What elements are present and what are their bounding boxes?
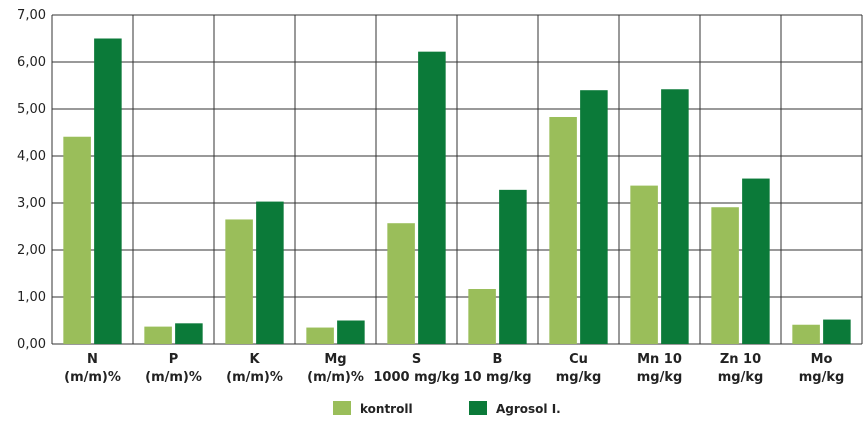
x-category-unit-label: (m/m)% [226,370,283,385]
y-tick-label: 1,00 [17,290,46,305]
x-category-label: Mn 10 [637,352,682,367]
x-category-label: Cu [569,352,588,367]
bar-agrosol [94,38,122,344]
bar-kontroll [792,324,820,344]
x-category-unit-label: mg/kg [799,370,845,385]
y-tick-label: 2,00 [17,243,46,258]
bar-agrosol [742,178,770,344]
bar-agrosol [661,89,689,344]
bar-agrosol [499,189,527,344]
x-category-label: S [412,352,421,367]
bar-agrosol [418,51,446,344]
y-tick-label: 3,00 [17,196,46,211]
x-category-label: Mg [324,352,346,367]
y-tick-label: 5,00 [17,102,46,117]
bar-kontroll [306,327,334,344]
x-category-label: P [169,352,179,367]
legend-swatch [469,401,487,415]
bar-kontroll [387,223,415,344]
bar-kontroll [225,219,253,344]
bar-kontroll [63,136,91,344]
bar-kontroll [711,207,739,344]
x-category-label: N [87,352,98,367]
bar-agrosol [823,319,851,344]
grid-layer [51,14,863,345]
bar-kontroll [630,185,658,344]
bar-kontroll [144,326,172,344]
bar-agrosol [580,90,608,344]
x-category-label: Mo [811,352,833,367]
axis-layer: 0,00 1,00 2,00 3,00 4,00 5,00 6,00 7,00 N (m/m)% P… [17,8,844,385]
x-category-unit-label: mg/kg [637,370,683,385]
y-tick-label: 6,00 [17,55,46,70]
x-category-unit-label: mg/kg [556,370,602,385]
bars-layer [63,38,851,345]
y-tick-label: 0,00 [17,337,46,352]
x-category-unit-label: 1000 mg/kg [373,370,459,385]
x-category-unit-label: (m/m)% [307,370,364,385]
bar-agrosol [256,201,284,344]
y-tick-label: 4,00 [17,149,46,164]
x-category-unit-label: 10 mg/kg [463,370,531,385]
bar-agrosol [337,320,365,344]
legend: kontroll Agrosol I. [333,401,561,416]
legend-swatch [333,401,351,415]
bar-kontroll [468,289,496,344]
x-category-unit-label: mg/kg [718,370,764,385]
x-category-label: Zn 10 [720,352,761,367]
y-tick-label: 7,00 [17,8,46,23]
x-category-label: B [493,352,503,367]
bar-kontroll [549,116,577,345]
bar-agrosol [175,323,203,344]
x-category-unit-label: (m/m)% [64,370,121,385]
legend-label: Agrosol I. [496,402,561,416]
x-category-label: K [249,352,260,367]
x-category-unit-label: (m/m)% [145,370,202,385]
legend-label: kontroll [360,402,413,416]
